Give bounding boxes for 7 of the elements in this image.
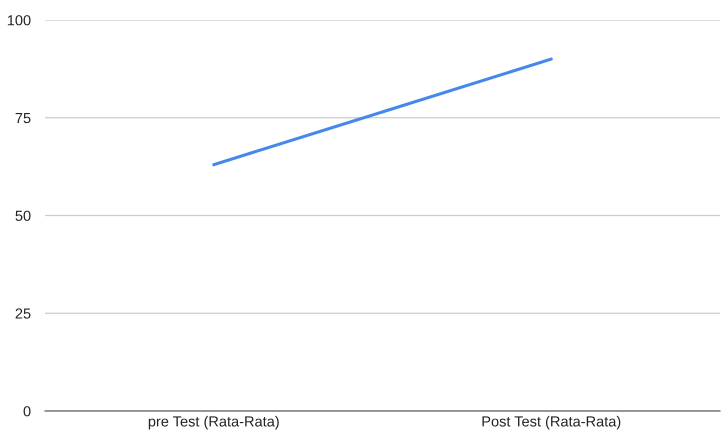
x-tick-label: Post Test (Rata-Rata): [482, 416, 620, 430]
x-tick-label: pre Test (Rata-Rata): [148, 416, 279, 430]
y-tick-label: 75: [16, 113, 30, 124]
y-tick-label: 25: [16, 308, 30, 319]
y-tick-label: 50: [15, 210, 31, 221]
y-tick-label: 100: [8, 15, 31, 26]
y-tick-label: 0: [24, 406, 31, 416]
